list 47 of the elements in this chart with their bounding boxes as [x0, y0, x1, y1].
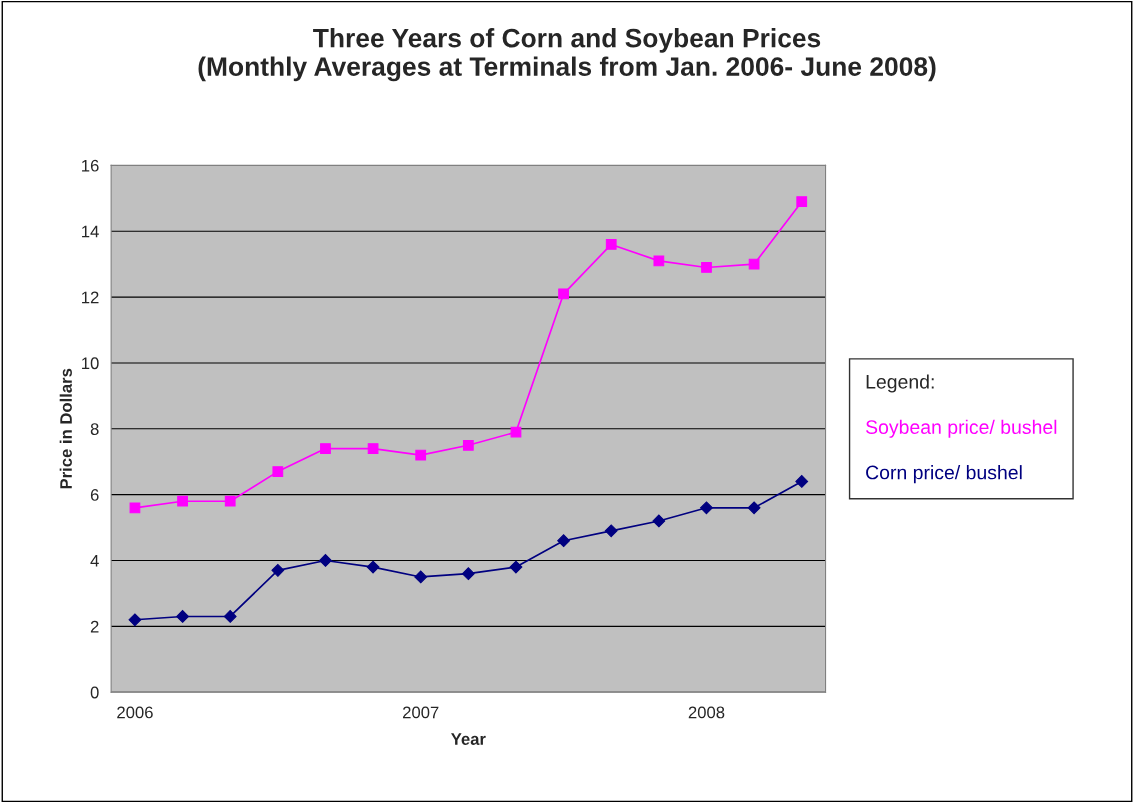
y-tick-label: 8 — [90, 423, 99, 436]
y-tick-label: 12 — [82, 291, 99, 304]
x-tick-label: 2007 — [403, 706, 439, 719]
point — [700, 501, 713, 515]
point — [129, 502, 141, 514]
point — [653, 255, 665, 267]
y-tick-label: 0 — [90, 686, 99, 699]
point — [509, 560, 523, 574]
point — [462, 439, 474, 451]
point — [272, 466, 284, 477]
y-tick-label: 2 — [90, 620, 99, 633]
point — [367, 443, 379, 454]
point — [415, 449, 427, 461]
y-tick-label: 10 — [82, 357, 99, 370]
point — [558, 288, 569, 300]
point — [652, 514, 666, 528]
x-axis-title: Year — [451, 733, 486, 745]
point — [320, 443, 331, 454]
chart-title: Three Years of Corn and Soybean Prices (Monthly Averages at Terminals from Jan. 2006- June 2008) — [198, 28, 936, 82]
point — [795, 475, 809, 488]
y-tick-label: 4 — [90, 555, 99, 567]
text: Corn price/ bushel — [866, 465, 1022, 484]
y-tick-label: 6 — [90, 489, 99, 501]
point — [176, 610, 189, 623]
point — [701, 262, 712, 273]
point — [128, 613, 142, 627]
point — [224, 495, 236, 507]
y-tick-label: 14 — [82, 225, 99, 238]
legend-title: Legend: — [866, 374, 934, 393]
point — [557, 534, 571, 548]
point — [414, 570, 428, 584]
point — [604, 524, 618, 538]
point — [319, 554, 332, 567]
y-tick-label: 16 — [82, 159, 99, 172]
y-axis-title: Price in Dollars — [59, 368, 72, 489]
point — [223, 610, 237, 623]
point — [271, 563, 285, 577]
point — [177, 495, 188, 507]
point — [748, 258, 760, 270]
x-tick-label: 2006 — [117, 706, 153, 719]
point — [747, 501, 761, 515]
x-tick-label: 2008 — [688, 706, 725, 719]
point — [605, 239, 617, 250]
point — [796, 196, 808, 208]
text: Soybean price/ bushel — [866, 419, 1057, 438]
point — [366, 560, 380, 574]
point — [461, 567, 475, 581]
